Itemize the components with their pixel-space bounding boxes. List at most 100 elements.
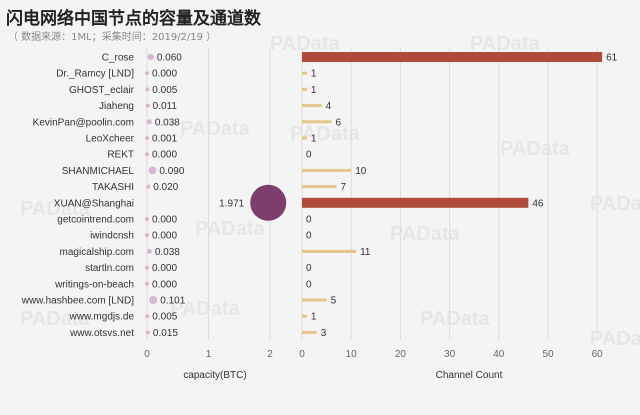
tick-label: 10 [346, 349, 358, 360]
capacity-point [146, 248, 152, 254]
node-label: iwindcnsh [90, 231, 134, 242]
channel-ticks: 0 10 20 30 40 50 60 [299, 349, 603, 360]
capacity-point [146, 184, 151, 189]
capacity-point [146, 119, 152, 125]
tick-label: 1 [206, 349, 212, 360]
channel-value-label: 1 [311, 85, 317, 96]
capacity-point [149, 295, 158, 305]
capacity-point [145, 152, 149, 157]
watermark-text: PAData [390, 223, 461, 245]
channel-bar [302, 120, 332, 124]
channel-value-label: 3 [321, 328, 327, 339]
capacity-point [145, 265, 149, 270]
capacity-point [145, 87, 150, 92]
watermark-text: PAData [420, 308, 491, 330]
capacity-value-label: 0.000 [152, 150, 177, 161]
node-label: REKT [107, 150, 134, 161]
capacity-point [145, 217, 149, 221]
channel-value-label: 1 [311, 134, 317, 145]
channel-gridlines [301, 48, 598, 340]
channel-value-label: 0 [306, 150, 312, 161]
page-subtitle: （ 数据来源：1ML；采集时间：2019/2/19 ） [8, 32, 217, 43]
page-title: 闪电网络中国节点的容量及通道数 [6, 9, 261, 29]
capacity-value-label: 0.000 [152, 263, 177, 274]
capacity-value-label: 0.005 [152, 312, 177, 323]
node-label: Jiaheng [99, 101, 134, 112]
capacity-value-label: 0.000 [152, 279, 177, 290]
capacity-value-label: 0.005 [152, 85, 177, 96]
capacity-value-label: 0.015 [153, 328, 178, 339]
node-label: magicalship.com [60, 247, 134, 258]
node-label: www.hashbee.com [LND] [21, 296, 134, 307]
capacity-value-label: 0.001 [152, 134, 177, 145]
channel-value-label: 0 [306, 215, 312, 226]
tick-label: 30 [444, 349, 456, 360]
channel-bar [302, 314, 307, 318]
tick-label: 0 [144, 349, 150, 360]
channel-value-label: 61 [606, 53, 618, 64]
capacity-value-label: 0.000 [152, 69, 177, 80]
channel-axis-title: Channel Count [436, 370, 503, 381]
capacity-point [250, 184, 287, 221]
watermark-text: PAData [195, 218, 266, 240]
capacity-point [145, 314, 150, 319]
channel-value-label: 1 [311, 312, 317, 323]
capacity-point [145, 136, 150, 140]
capacity-point [145, 281, 149, 286]
node-label: SHANMICHAEL [62, 166, 135, 177]
channel-bar [302, 52, 603, 62]
watermark-text: PAData [180, 118, 251, 140]
node-label: KevinPan@poolin.com [33, 117, 134, 128]
capacity-value-label: 0.020 [153, 182, 178, 193]
node-label: www.mgdjs.de [69, 312, 135, 323]
row-labels: C_rose Dr._Ramcy [LND] GHOST_eclair Jiaheng… [21, 53, 135, 339]
watermark-text: PAData [290, 123, 361, 145]
node-label: GHOST_eclair [69, 85, 135, 96]
channel-value-label: 0 [306, 279, 312, 290]
channel-bar [302, 104, 322, 108]
watermark-text: PAData [590, 328, 640, 350]
channel-bar [302, 298, 327, 302]
capacity-ticks: 0 1 2 [144, 349, 273, 360]
channel-bar [302, 330, 317, 334]
capacity-point [145, 71, 149, 76]
channel-value-label: 46 [532, 198, 544, 209]
channel-bar [302, 185, 337, 189]
node-label: TAKASHI [92, 182, 134, 193]
node-label: getcointrend.com [57, 215, 134, 226]
node-label: XUAN@Shanghai [54, 198, 134, 209]
tick-label: 50 [542, 349, 554, 360]
node-label: LeoXcheer [86, 134, 135, 145]
channel-value-label: 6 [336, 117, 342, 128]
capacity-point [145, 103, 150, 108]
channel-value-label: 11 [360, 247, 371, 258]
watermark-text: PAData [270, 33, 341, 55]
tick-label: 2 [267, 349, 273, 360]
channel-value-label: 7 [340, 182, 346, 193]
channel-bar [302, 136, 307, 140]
watermark-text: PAData [470, 33, 541, 55]
channel-bar [302, 168, 352, 172]
watermark-text: PAData [170, 298, 241, 320]
watermark-text: PAData [20, 198, 91, 220]
capacity-value-label: 1.971 [219, 198, 244, 209]
capacity-marks: 0.060 0.000 0.005 0.011 0.038 0.001 0.000 0.090… [145, 53, 287, 339]
watermark-text: PAData [590, 193, 640, 215]
channel-bar [302, 197, 529, 208]
tick-label: 60 [592, 349, 604, 360]
tick-label: 40 [493, 349, 505, 360]
watermark-text: PAData [20, 308, 91, 330]
capacity-point [145, 233, 149, 238]
capacity-value-label: 0.038 [155, 247, 180, 258]
channel-value-label: 5 [331, 296, 337, 307]
node-label: startln.com [85, 263, 134, 274]
channel-value-label: 1 [311, 69, 317, 80]
capacity-point [148, 166, 157, 175]
watermark-layer: PAData PAData PAData PAData PAData PAData PADa… [20, 33, 640, 350]
capacity-value-label: 0.000 [152, 231, 177, 242]
channel-value-label: 0 [306, 263, 312, 274]
